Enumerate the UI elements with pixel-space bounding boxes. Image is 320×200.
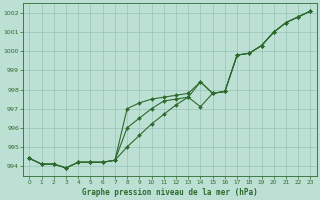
X-axis label: Graphe pression niveau de la mer (hPa): Graphe pression niveau de la mer (hPa) xyxy=(82,188,258,197)
